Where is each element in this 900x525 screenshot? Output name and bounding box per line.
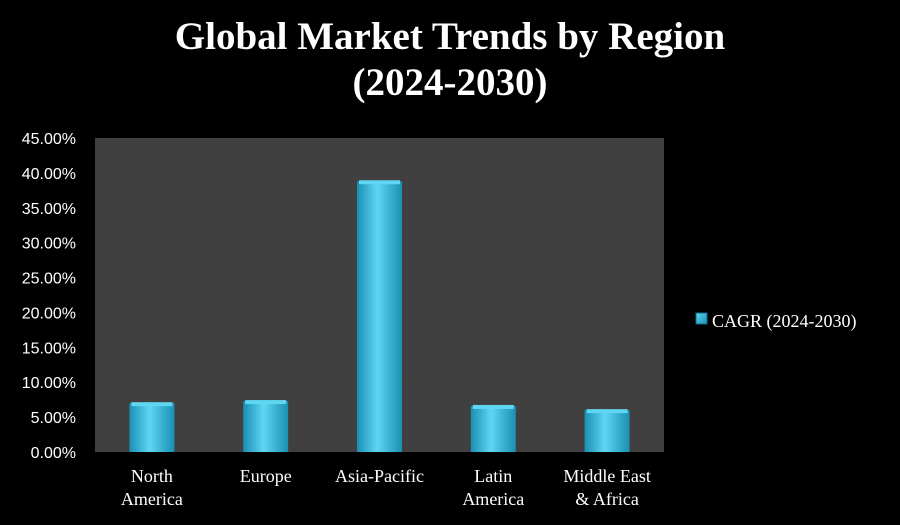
y-axis: 0.00% 5.00% 10.00% 15.00% 20.00% 25.00% 30.00%… xyxy=(22,131,76,462)
bar-cap xyxy=(586,409,628,414)
x-tick-label-line: America xyxy=(121,489,183,509)
bar-body xyxy=(357,181,402,453)
bar xyxy=(129,402,175,452)
chart-title-line-1: Global Market Trends by Region xyxy=(174,15,726,58)
bar xyxy=(243,400,289,452)
y-tick-label: 30.00% xyxy=(22,236,76,253)
bars xyxy=(129,180,630,453)
bar-body xyxy=(584,410,630,452)
y-tick-label: 10.00% xyxy=(22,375,76,392)
bar-cap xyxy=(472,404,514,409)
bar-body xyxy=(129,403,175,452)
bar-cap xyxy=(245,400,287,405)
y-tick-label: 25.00% xyxy=(22,271,76,288)
x-tick-label: Latin America xyxy=(462,466,524,509)
x-tick-label: Middle East & Africa xyxy=(563,466,651,509)
x-tick-label-line: Latin xyxy=(474,466,512,486)
x-tick-label: Asia-Pacific xyxy=(335,466,424,486)
legend-swatch xyxy=(695,312,708,325)
bar-cap xyxy=(131,402,173,407)
bar xyxy=(357,180,402,453)
bar xyxy=(584,409,630,452)
bar-cap xyxy=(359,180,400,185)
x-axis: North America Europe Asia-Pacific Latin Ameri… xyxy=(121,466,651,509)
chart-title-line-2: (2024-2030) xyxy=(352,61,548,104)
bar-body xyxy=(243,401,289,452)
x-tick-label: Europe xyxy=(240,466,292,486)
y-tick-label: 35.00% xyxy=(22,201,76,218)
x-tick-label-line: North xyxy=(131,466,173,486)
y-tick-label: 40.00% xyxy=(22,166,76,183)
legend: CAGR (2024-2030) xyxy=(695,311,857,332)
x-tick-label-line: Europe xyxy=(240,466,292,486)
x-tick-label-line: Asia-Pacific xyxy=(335,466,424,486)
legend-label: CAGR (2024-2030) xyxy=(712,311,857,332)
bar-body xyxy=(470,405,516,452)
x-tick-label-line: America xyxy=(462,489,524,509)
y-tick-label: 0.00% xyxy=(31,445,76,462)
y-tick-label: 20.00% xyxy=(22,305,76,322)
x-tick-label: North America xyxy=(121,466,183,509)
y-tick-label: 5.00% xyxy=(31,410,76,427)
chart-title: Global Market Trends by Region (2024-203… xyxy=(0,14,900,106)
y-tick-label: 45.00% xyxy=(22,131,76,148)
bar xyxy=(470,404,516,452)
x-tick-label-line: Middle East xyxy=(563,466,651,486)
x-tick-label-line: & Africa xyxy=(575,489,638,509)
y-tick-label: 15.00% xyxy=(22,340,76,357)
